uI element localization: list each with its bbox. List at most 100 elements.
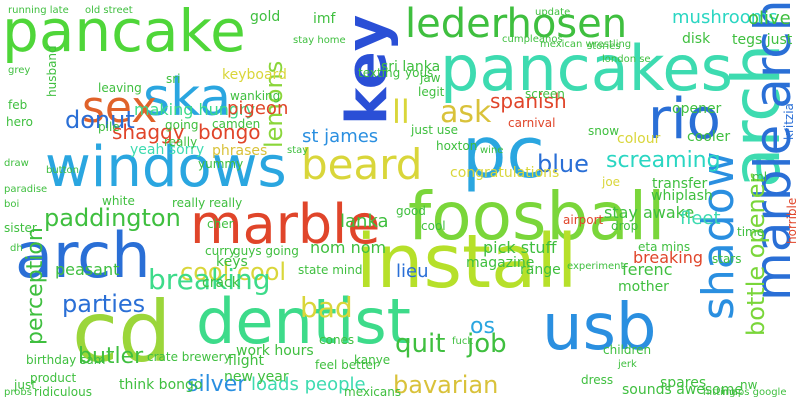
word-crack-69: crack (202, 275, 240, 291)
word-bad-33: bad (300, 291, 353, 324)
word-carnival-122: carnival (508, 116, 556, 130)
word-bavarian-42: bavarian (393, 371, 499, 399)
word-mother-73: mother (618, 279, 669, 295)
word-wine-152: wine (480, 145, 504, 156)
word-nom-nom-58: nom nom (310, 238, 387, 257)
word-ml-113: ml (752, 170, 768, 184)
word-blue-28: blue (537, 150, 589, 178)
word-cones-106: cones (319, 333, 355, 347)
word-running-late-124: running late (8, 5, 69, 16)
word-feb-88: feb (8, 98, 28, 112)
word-pick-stuff-59: pick stuff (483, 238, 557, 257)
word-mexican-wrestling-130: mexican wrestling (540, 39, 632, 50)
word-feel-better-145: feel better (315, 358, 378, 372)
word-sex-2: sex (82, 82, 158, 133)
word-transfer-79: transfer (652, 176, 708, 192)
word-disk-48: disk (682, 31, 711, 47)
word-stay-awake-60: stay awake (604, 203, 695, 222)
word-stay-151: stay (287, 145, 309, 156)
word-snow-123: snow (588, 124, 620, 138)
word-texting-84: texting (358, 66, 401, 80)
word-peasant-64: peasant (55, 260, 120, 279)
word-bottle-opener-20: bottle opener (742, 173, 770, 336)
word-sister-96: sister (4, 221, 37, 235)
word-hitting-148: hitting (703, 387, 736, 398)
word-magazine-72: magazine (466, 255, 535, 271)
word-cd-16: cd (72, 283, 172, 381)
word-boi-135: boi (4, 199, 20, 210)
word-mexicans-147: mexicans (344, 385, 402, 399)
word-rio-8: rio (648, 87, 721, 152)
word-fleet-61: fleet (680, 208, 721, 229)
word-children-143: children (603, 343, 652, 357)
word-dh-136: dh (10, 243, 23, 254)
word-paddington-30: paddington (44, 204, 181, 232)
word-stories-128: stories (587, 41, 621, 52)
word-dress-114: dress (581, 373, 614, 387)
word-lederhosen-3: lederhosen (405, 1, 628, 47)
word-loads-people-41: loads people (251, 374, 366, 395)
word-screen-92: screen (525, 87, 565, 101)
word-horrible-141: horrible (785, 197, 799, 244)
word-camden-82: camden (212, 117, 261, 131)
word-fuck-142: fuck (452, 336, 474, 347)
word-bongo-27: bongo (198, 120, 261, 144)
word-hoxton-120: hoxton (436, 139, 478, 153)
word-draw-133: draw (4, 158, 29, 169)
word-wanking-118: wanking (230, 89, 281, 103)
word-keyboard-53: keyboard (222, 67, 287, 83)
word-london-se-129: london se (602, 54, 651, 65)
word-range-63: range (520, 262, 561, 278)
word-gold-46: gold (250, 9, 281, 25)
word-parties-35: parties (62, 290, 146, 318)
word-guys-going-102: guys going (233, 244, 299, 258)
word-shaggy-26: shaggy (112, 120, 185, 144)
word-stay-home-126: stay home (293, 35, 346, 46)
word-ridiculous-105: ridiculous (34, 385, 92, 399)
word-kanye-100: kanye (354, 353, 391, 367)
word-time-112: time (737, 225, 765, 239)
word-maps-google-149: maps google (722, 387, 787, 398)
word-sri-lanka-51: sri lanka (381, 59, 441, 75)
word-yummy-83: yummy (198, 157, 244, 171)
word-joe-94: joe (602, 175, 621, 189)
word-state-mind-99: state mind (298, 263, 363, 277)
word-jerk-144: jerk (618, 359, 637, 370)
word-birthday-sam-103: birthday sam (26, 353, 106, 367)
word-spares-71: spares (660, 375, 707, 391)
word-cher-108: cher (207, 217, 234, 231)
word-cooler-77: cooler (687, 129, 731, 145)
word-silver-40: silver (187, 372, 247, 397)
word-screaming-29: screaming (606, 148, 721, 173)
word-sounds-awesome-70: sounds awesome (622, 382, 743, 398)
word-ferenc-62: ferenc (622, 260, 673, 279)
word-tegs-just-49: tegs just (732, 32, 793, 48)
word-arch-14: arch (15, 219, 151, 292)
word-st-james-44: st james (302, 126, 379, 147)
word-new-year-66: new year (224, 369, 289, 385)
word-leaving-85: leaving (98, 81, 142, 95)
word-lanka-56: lanka (340, 211, 389, 232)
word-usb-18: usb (542, 291, 657, 365)
word-breaking-75: breaking (633, 248, 704, 267)
word-making-hungry-43: making hungry (134, 100, 256, 119)
word-jaw-90: jaw (420, 71, 441, 85)
word-congratulations-74: congratulations (450, 165, 560, 181)
word-butler-39: butler (78, 344, 144, 369)
word-drop-140: drop (611, 219, 639, 233)
word-beard-11: beard (301, 140, 423, 189)
word-husband-86: husband (45, 45, 59, 97)
word-pancakes-4: pancakes (440, 32, 733, 105)
word-breaking-32: breaking (148, 263, 271, 296)
word-work-hours-65: work hours (236, 343, 314, 359)
word-think-bongo-67: think bongo (119, 377, 203, 393)
word-mushrooms-45: mushrooms (672, 7, 778, 28)
word-kritzia-111: kritzia (782, 103, 796, 140)
word-crate-brewery-146: crate brewery (147, 350, 231, 364)
word-product-104: product (30, 371, 77, 385)
word-nw-107: nw (740, 378, 758, 392)
word-going-115: going (165, 118, 199, 132)
word-flight-68: flight (228, 353, 264, 369)
word-update-127: update (535, 7, 571, 18)
